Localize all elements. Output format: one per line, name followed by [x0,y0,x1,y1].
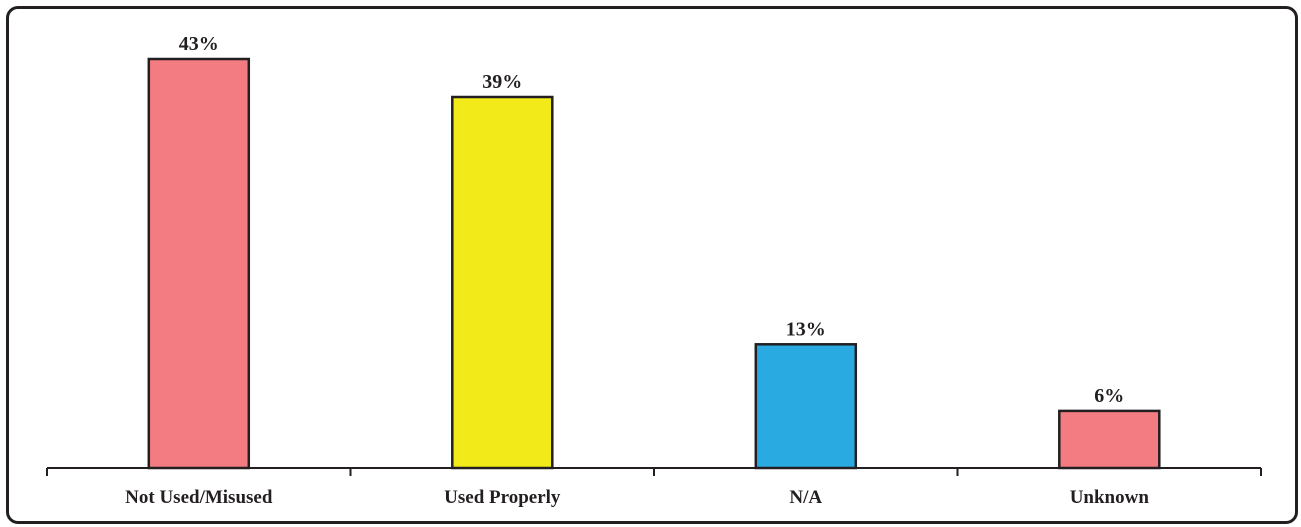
x-axis [46,467,1262,476]
value-label-unknown: 6% [1094,385,1124,407]
bars-group [147,57,1161,470]
category-label-not-used-misused: Not Used/Misused [125,487,273,508]
value-label-used-properly: 39% [482,71,522,93]
category-label-used-properly: Used Properly [444,487,561,508]
bar-unknown [1058,409,1161,470]
value-label-n-a: 13% [786,318,826,340]
category-label-unknown: Unknown [1070,487,1150,508]
bar-not-used-misused [147,57,251,470]
category-label-n-a: N/A [789,487,822,508]
labels-group: 43% Not Used/Misused 39% Used Properly 13% N/… [125,33,1149,508]
bar-used-properly [451,95,554,470]
value-label-not-used-misused: 43% [179,33,219,55]
bar-n-a [754,343,858,470]
